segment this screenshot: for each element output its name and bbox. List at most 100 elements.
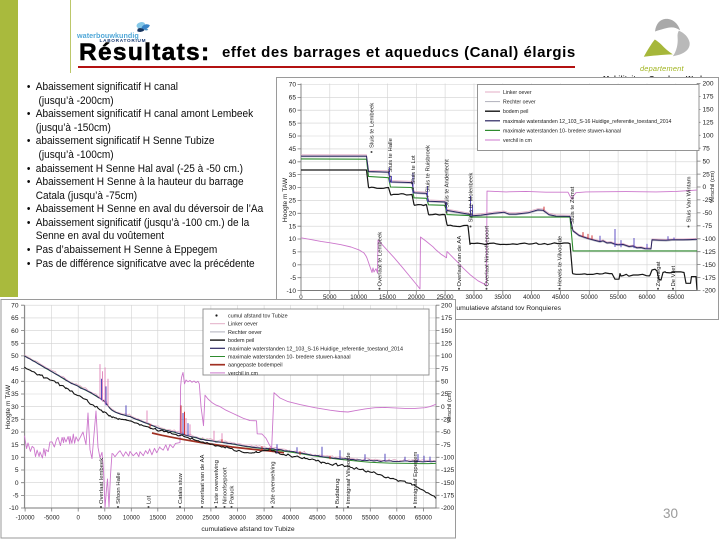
svg-text:Overlaat lembeek: Overlaat lembeek xyxy=(99,458,105,504)
svg-text:-200: -200 xyxy=(703,288,717,295)
svg-text:75: 75 xyxy=(441,366,449,373)
svg-text:-100: -100 xyxy=(441,455,455,462)
svg-text:-125: -125 xyxy=(441,467,455,474)
svg-text:1ste overwelving: 1ste overwelving xyxy=(214,460,220,504)
svg-text:-150: -150 xyxy=(703,262,717,269)
svg-text:65000: 65000 xyxy=(415,515,433,522)
svg-text:overlaat van de AA: overlaat van de AA xyxy=(200,454,206,504)
svg-text:30: 30 xyxy=(11,404,19,411)
svg-text:-25: -25 xyxy=(441,417,451,424)
svg-text:-10000: -10000 xyxy=(16,515,36,522)
svg-text:-175: -175 xyxy=(441,493,455,500)
svg-text:40: 40 xyxy=(289,159,297,166)
svg-text:cumulatieve afstand tov Tubiz: cumulatieve afstand tov Tubize xyxy=(201,526,295,533)
svg-text:5: 5 xyxy=(292,249,296,256)
svg-text:55: 55 xyxy=(11,341,19,348)
svg-text:30000: 30000 xyxy=(229,515,247,522)
svg-text:0: 0 xyxy=(299,294,303,301)
svg-text:50: 50 xyxy=(289,133,297,140)
svg-text:50: 50 xyxy=(441,379,449,386)
svg-text:35000: 35000 xyxy=(494,294,512,301)
svg-text:10000: 10000 xyxy=(123,515,141,522)
svg-text:maximale waterstanden 12_103_S: maximale waterstanden 12_103_S-16 Huidig… xyxy=(503,119,672,125)
svg-text:55000: 55000 xyxy=(362,515,380,522)
svg-text:Verschil (cm): Verschil (cm) xyxy=(710,171,716,203)
svg-text:100: 100 xyxy=(703,133,714,140)
svg-text:verchil in cm: verchil in cm xyxy=(228,371,258,377)
svg-text:60: 60 xyxy=(11,328,19,335)
svg-text:0: 0 xyxy=(292,262,296,269)
svg-text:200: 200 xyxy=(703,81,714,88)
svg-text:65: 65 xyxy=(11,315,19,322)
svg-text:Lot: Lot xyxy=(147,495,153,504)
svg-text:Budabrug: Budabrug xyxy=(335,478,341,504)
svg-text:20000: 20000 xyxy=(176,515,194,522)
svg-text:50000: 50000 xyxy=(335,515,353,522)
svg-text:Linker oever: Linker oever xyxy=(503,90,532,96)
svg-text:Sluis te Molenbeek: Sluis te Molenbeek xyxy=(469,173,475,223)
svg-text:-50: -50 xyxy=(441,429,451,436)
svg-text:aangepaste bodempeil: aangepaste bodempeil xyxy=(228,363,283,369)
svg-text:0: 0 xyxy=(441,404,445,411)
svg-text:-75: -75 xyxy=(441,442,451,449)
svg-text:Paruck: Paruck xyxy=(230,486,236,504)
svg-text:0: 0 xyxy=(77,515,81,522)
svg-text:200: 200 xyxy=(441,302,452,309)
svg-text:-100: -100 xyxy=(703,236,717,243)
svg-text:70: 70 xyxy=(289,82,297,89)
svg-text:15000: 15000 xyxy=(379,294,397,301)
svg-text:125: 125 xyxy=(441,340,452,347)
svg-text:-10: -10 xyxy=(286,288,296,295)
svg-text:Sluis Van Wintam: Sluis Van Wintam xyxy=(687,176,693,222)
svg-text:5000: 5000 xyxy=(98,515,112,522)
svg-text:5000: 5000 xyxy=(323,294,337,301)
svg-text:limnigraaf Eppegem: limnigraaf Eppegem xyxy=(413,452,419,504)
svg-text:Catala stuw: Catala stuw xyxy=(178,472,184,504)
svg-text:15: 15 xyxy=(11,442,19,449)
svg-text:-10: -10 xyxy=(9,505,19,512)
svg-text:125: 125 xyxy=(703,120,714,127)
svg-text:Overlaat te Lembeek: Overlaat te Lembeek xyxy=(378,232,384,287)
svg-text:175: 175 xyxy=(703,94,714,101)
svg-text:25000: 25000 xyxy=(437,294,455,301)
svg-text:25: 25 xyxy=(441,391,449,398)
svg-text:Ninoofsepoort: Ninoofsepoort xyxy=(223,467,229,504)
svg-text:bodem peil: bodem peil xyxy=(228,338,254,344)
svg-text:15000: 15000 xyxy=(149,515,167,522)
svg-text:100: 100 xyxy=(441,353,452,360)
svg-text:-200: -200 xyxy=(441,505,455,512)
svg-text:60000: 60000 xyxy=(639,294,657,301)
svg-text:Sluis te Ruisbroek: Sluis te Ruisbroek xyxy=(426,145,432,193)
svg-text:60: 60 xyxy=(289,107,297,114)
svg-text:45000: 45000 xyxy=(552,294,570,301)
svg-text:20000: 20000 xyxy=(408,294,426,301)
svg-text:40000: 40000 xyxy=(523,294,541,301)
svg-text:-150: -150 xyxy=(441,480,455,487)
svg-text:45: 45 xyxy=(289,146,297,153)
svg-text:50: 50 xyxy=(11,353,19,360)
svg-text:-5: -5 xyxy=(290,275,296,282)
svg-text:bodem peil: bodem peil xyxy=(503,109,528,115)
svg-text:maximale waterstanden 10- bred: maximale waterstanden 10- bredere stuwen… xyxy=(503,128,621,134)
svg-text:-5000: -5000 xyxy=(44,515,60,522)
svg-text:70: 70 xyxy=(11,302,19,309)
svg-text:50: 50 xyxy=(703,158,711,165)
svg-text:175: 175 xyxy=(441,315,452,322)
svg-text:60000: 60000 xyxy=(388,515,406,522)
svg-text:30: 30 xyxy=(289,185,297,192)
svg-text:Sifoon Halle: Sifoon Halle xyxy=(116,472,122,504)
svg-text:-25: -25 xyxy=(703,197,713,204)
svg-text:10: 10 xyxy=(289,236,297,243)
svg-text:-50: -50 xyxy=(703,210,713,217)
svg-text:De Vliet: De Vliet xyxy=(671,266,677,287)
svg-text:Verschil (cm): Verschil (cm) xyxy=(447,391,453,423)
svg-text:maximale waterstanden 12_103_S: maximale waterstanden 12_103_S-16 Huidig… xyxy=(228,346,403,352)
svg-text:35: 35 xyxy=(289,172,297,179)
svg-text:20: 20 xyxy=(11,429,19,436)
svg-text:5: 5 xyxy=(15,467,19,474)
svg-text:35: 35 xyxy=(11,391,19,398)
svg-text:Sluis te Anderlecht: Sluis te Anderlecht xyxy=(445,159,451,208)
svg-text:25000: 25000 xyxy=(202,515,220,522)
svg-text:20: 20 xyxy=(289,211,297,218)
svg-text:25: 25 xyxy=(703,171,711,178)
